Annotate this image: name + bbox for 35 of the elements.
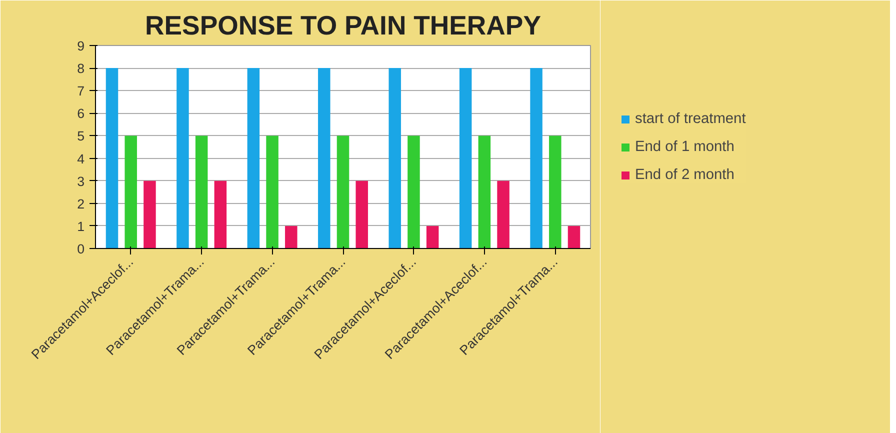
y-tick-label: 4 xyxy=(77,151,86,166)
bar xyxy=(176,68,189,248)
bar xyxy=(336,136,350,248)
legend-label: start of treatment xyxy=(635,110,746,126)
bar xyxy=(408,136,420,248)
y-tick-label: 5 xyxy=(77,128,85,144)
bar xyxy=(144,180,156,248)
legend-label: End of 2 month xyxy=(635,166,734,182)
bar xyxy=(530,68,542,248)
bar xyxy=(459,68,472,248)
bar xyxy=(478,136,491,248)
bar xyxy=(497,180,510,248)
bar xyxy=(247,68,260,248)
y-tick-label: 7 xyxy=(77,84,85,99)
bar xyxy=(266,136,278,248)
bar xyxy=(426,226,439,248)
legend-label: End of 1 month xyxy=(635,138,734,154)
y-tick-label: 3 xyxy=(77,174,85,189)
bar xyxy=(124,136,137,248)
bar xyxy=(195,136,208,248)
bar xyxy=(549,136,562,248)
y-tick-label: 6 xyxy=(77,106,85,122)
bar xyxy=(318,68,330,248)
bar xyxy=(568,226,580,248)
bar xyxy=(285,226,298,248)
y-tick-label: 0 xyxy=(77,242,85,256)
bar xyxy=(388,68,401,248)
y-tick-label: 9 xyxy=(77,38,85,54)
y-tick-label: 1 xyxy=(77,218,85,234)
chart-title: RESPONSE TO PAIN THERAPY xyxy=(145,10,542,40)
y-tick-label: 2 xyxy=(77,196,85,212)
bar xyxy=(214,180,227,248)
y-tick-label: 8 xyxy=(77,61,85,76)
bar xyxy=(106,68,118,248)
bar xyxy=(356,180,368,248)
